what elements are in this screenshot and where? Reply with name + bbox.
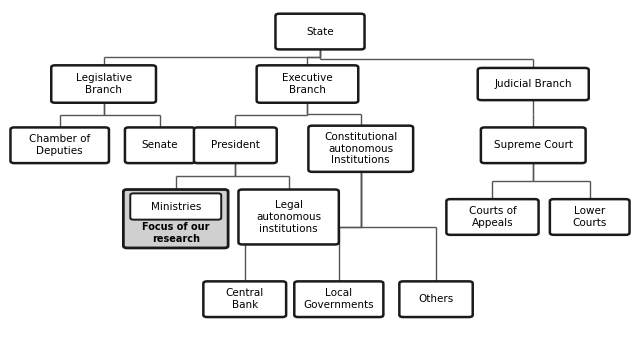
- FancyBboxPatch shape: [51, 65, 156, 103]
- FancyBboxPatch shape: [399, 281, 473, 317]
- FancyBboxPatch shape: [131, 193, 221, 220]
- FancyBboxPatch shape: [446, 199, 539, 235]
- FancyBboxPatch shape: [275, 14, 365, 49]
- Text: Supreme Court: Supreme Court: [493, 140, 573, 150]
- Text: Constitutional
autonomous
Institutions: Constitutional autonomous Institutions: [324, 132, 397, 165]
- Text: Others: Others: [419, 294, 454, 304]
- FancyBboxPatch shape: [550, 199, 630, 235]
- Text: Ministries: Ministries: [150, 201, 201, 211]
- FancyBboxPatch shape: [10, 127, 109, 163]
- Text: Judicial Branch: Judicial Branch: [495, 79, 572, 89]
- Text: Focus of our
research: Focus of our research: [142, 222, 209, 244]
- Text: Local
Governments: Local Governments: [303, 288, 374, 310]
- FancyBboxPatch shape: [481, 127, 586, 163]
- Text: Senate: Senate: [142, 140, 179, 150]
- Text: Legislative
Branch: Legislative Branch: [76, 73, 132, 95]
- FancyBboxPatch shape: [294, 281, 383, 317]
- Text: Executive
Branch: Executive Branch: [282, 73, 333, 95]
- FancyBboxPatch shape: [257, 65, 358, 103]
- FancyBboxPatch shape: [308, 126, 413, 172]
- FancyBboxPatch shape: [239, 190, 339, 245]
- Text: Chamber of
Deputies: Chamber of Deputies: [29, 135, 90, 156]
- Text: Courts of
Appeals: Courts of Appeals: [468, 206, 516, 228]
- Text: Central
Bank: Central Bank: [226, 288, 264, 310]
- Text: Lower
Courts: Lower Courts: [573, 206, 607, 228]
- FancyBboxPatch shape: [477, 68, 589, 100]
- Text: Legal
autonomous
institutions: Legal autonomous institutions: [256, 200, 321, 233]
- Text: President: President: [211, 140, 260, 150]
- FancyBboxPatch shape: [125, 127, 195, 163]
- FancyBboxPatch shape: [124, 190, 228, 248]
- FancyBboxPatch shape: [194, 127, 276, 163]
- FancyBboxPatch shape: [204, 281, 286, 317]
- Text: State: State: [306, 26, 334, 36]
